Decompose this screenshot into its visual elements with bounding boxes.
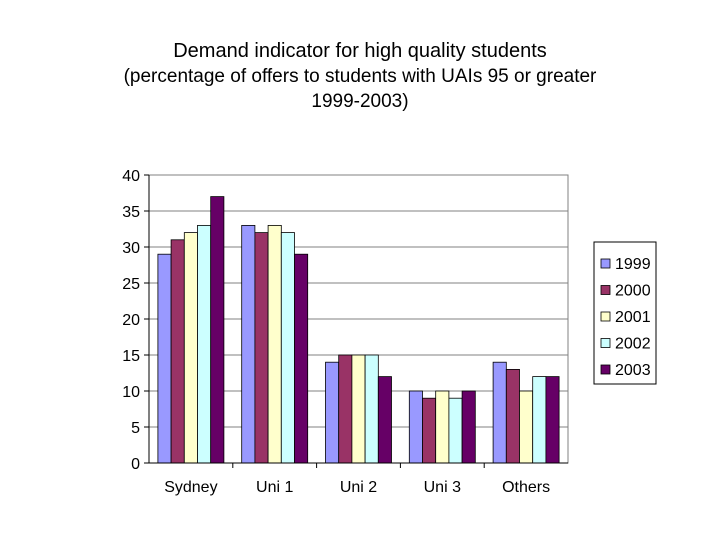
y-tick-label: 35 — [122, 204, 140, 221]
bar-2001-others — [519, 390, 534, 464]
bar-2002-sydney — [197, 224, 212, 464]
bar-1999-uni-3 — [408, 390, 423, 464]
bar-2002-uni-1 — [280, 232, 295, 464]
y-tick-label: 0 — [131, 456, 140, 473]
bar-1999-uni-1 — [241, 224, 256, 464]
x-category-label: Others — [502, 479, 550, 496]
y-tick-label: 40 — [122, 168, 140, 185]
x-category-label: Uni 1 — [256, 479, 293, 496]
x-category-label: Uni 2 — [340, 479, 377, 496]
bar-2001-sydney — [183, 232, 198, 464]
bar-2003-uni-2 — [377, 376, 392, 464]
x-category-label: Sydney — [164, 479, 217, 496]
legend-label: 2002 — [615, 336, 651, 353]
bar-2000-uni-3 — [422, 397, 437, 464]
bar-2001-uni-1 — [267, 224, 282, 464]
legend-label: 1999 — [615, 256, 651, 273]
legend-label: 2003 — [615, 362, 651, 379]
y-tick-label: 10 — [122, 384, 140, 401]
legend-label: 2001 — [615, 309, 651, 326]
y-tick-label: 5 — [131, 420, 140, 437]
bar-2002-uni-3 — [448, 397, 463, 464]
legend-swatch — [600, 258, 611, 269]
bar-2002-others — [532, 376, 547, 464]
chart-subtitle-line-2: 1999-2003) — [311, 91, 409, 112]
bar-1999-sydney — [157, 253, 172, 464]
bar-2000-others — [505, 368, 520, 464]
y-tick-label: 20 — [122, 312, 140, 329]
legend-label: 2000 — [615, 283, 651, 300]
y-tick-label: 25 — [122, 276, 140, 293]
bar-1999-uni-2 — [325, 361, 340, 464]
bar-2000-sydney — [170, 239, 185, 464]
bar-1999-others — [492, 361, 507, 464]
legend-swatch — [600, 338, 611, 348]
bar-2001-uni-2 — [351, 354, 366, 464]
chart-subtitle-line-1: (percentage of offers to students with U… — [123, 66, 597, 87]
bar-2003-uni-3 — [461, 390, 476, 464]
legend-swatch — [600, 311, 611, 322]
bar-2003-others — [545, 376, 560, 464]
bar-2002-uni-2 — [364, 354, 379, 464]
chart-title: Demand indicator for high quality studen… — [173, 40, 547, 62]
legend-swatch — [600, 364, 611, 375]
y-tick-label: 30 — [122, 240, 140, 257]
bar-2000-uni-2 — [338, 354, 353, 464]
y-tick-label: 15 — [122, 348, 140, 365]
bar-2001-uni-3 — [435, 390, 450, 464]
legend-swatch — [600, 285, 611, 295]
bar-2003-sydney — [210, 196, 225, 464]
x-category-label: Uni 3 — [424, 479, 461, 496]
bar-2000-uni-1 — [254, 232, 269, 464]
bar-2003-uni-1 — [294, 253, 309, 464]
